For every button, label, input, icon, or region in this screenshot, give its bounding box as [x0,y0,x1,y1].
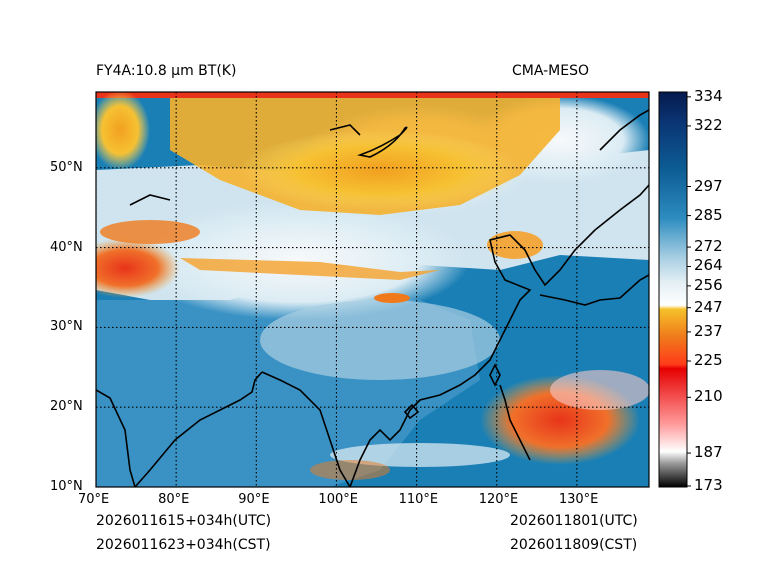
colorbar-tick-label: 264 [694,256,723,275]
colorbar-tick-label: 187 [694,443,723,462]
coastline-taiwan [489,363,501,387]
cloud-red-top-edge [96,92,649,98]
lon-tick-label: 100°E [318,492,358,507]
colorbar-tick-label: 285 [694,205,723,224]
coastline-china-east [349,184,649,487]
colorbar-tick-label: 225 [694,350,723,369]
colorbar-tick-label: 297 [694,176,723,195]
footer-valid-cst: 2026011809(CST) [510,537,638,553]
coastline-myanmar [261,371,351,487]
colorbar-gradient [659,92,687,487]
lat-tick-label: 40°N [50,239,83,255]
lon-tick-label: 130°E [558,492,599,507]
coastline-philippines [499,384,531,461]
cloud-orange-core [240,130,520,210]
cloud-haze-south [260,300,500,380]
lon-tick-label: 120°E [478,492,519,507]
colorbar-ticks [687,96,691,487]
colorbar-tick-label: 256 [694,275,723,294]
cloud-orange-small [374,293,410,303]
colorbar-tick-label: 334 [694,86,723,105]
colorbar-tick-label: 173 [694,476,723,494]
lon-tick-label: 80°E [158,492,190,507]
cloud-orange-west-band [100,220,200,244]
footer-init-cst: 2026011623+034h(CST) [96,537,271,553]
colorbar-tick-label: 237 [694,321,723,340]
coastline-india-west [96,389,136,487]
colorbar-frame [658,91,688,488]
cloud-orange-south [310,460,390,480]
colorbar [658,91,691,488]
colorbar-tick-label: 210 [694,387,723,406]
title-left: FY4A:10.8 µm BT(K) [96,63,237,79]
coastlines [96,109,649,487]
lon-tick-label: 70°E [78,492,110,507]
coastline-japan [539,274,649,306]
colorbar-tick-label: 272 [694,237,723,256]
colorbar-tick-label: 247 [694,297,723,316]
cloud-orange-streak [180,258,440,280]
lon-tick-label: 110°E [398,492,439,507]
cloud-pink-southeast [550,370,649,410]
map-frame [95,91,650,488]
lat-tick-label: 20°N [50,399,83,415]
lat-tick-label: 10°N [50,479,83,494]
cloud-orange-korea [487,231,543,259]
colorbar-tick-label: 322 [694,115,723,134]
cloud-white-central [130,200,470,320]
lake-baikal [356,126,408,158]
title-right: CMA-MESO [512,63,590,79]
lat-tick-label: 50°N [50,159,83,175]
cloud-orange-nw [96,92,150,170]
lat-tick-label: 30°N [50,319,83,335]
footer-init-utc: 2026011615+034h(UTC) [96,513,272,529]
coastline-north-pacific [599,109,649,151]
graticule [96,92,649,487]
lake-balkhash [129,194,171,206]
map-area [96,92,649,487]
footer-valid-utc: 2026011801(UTC) [510,513,638,529]
coastline-india-east [134,371,263,487]
coastline-hainan [403,403,420,420]
cloud-white-south-streak [330,443,510,467]
lon-tick-label: 90°E [238,492,270,507]
cloud-red-west [96,238,180,298]
